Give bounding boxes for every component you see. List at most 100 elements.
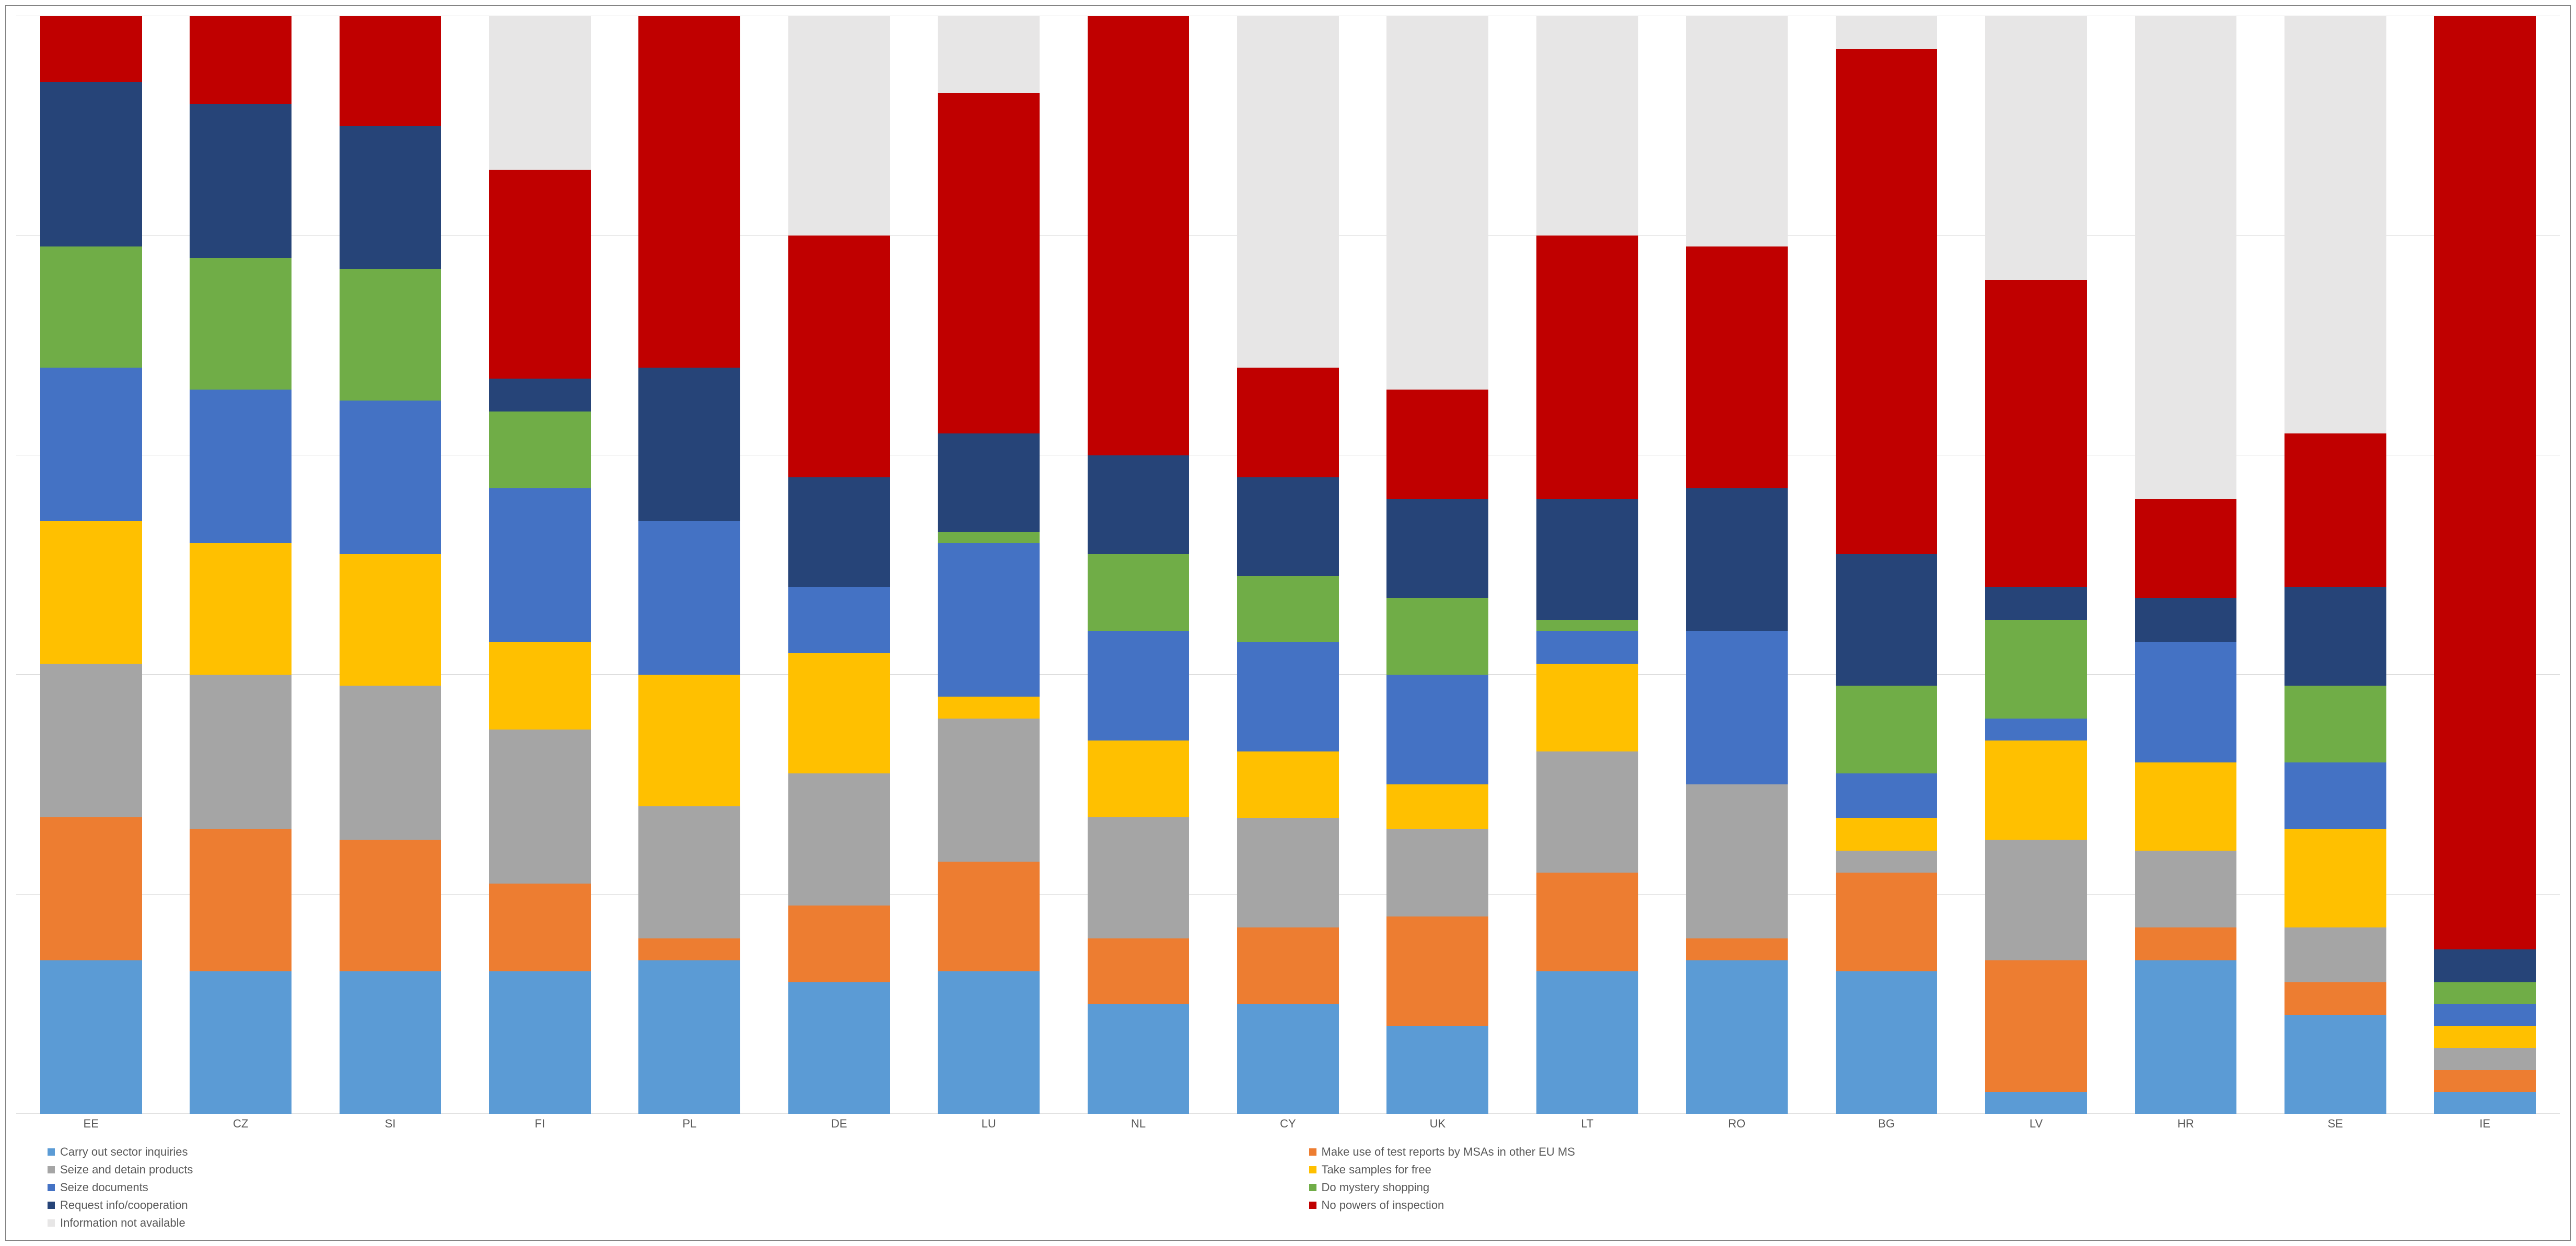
legend-swatch [48,1219,55,1227]
segment-request_info [1686,488,1788,631]
segment-mystery [1237,576,1339,642]
segment-take_samples [1536,664,1638,751]
segment-mystery [938,532,1040,543]
legend-label: Seize and detain products [60,1163,193,1177]
x-label: BG [1812,1117,1961,1131]
x-label: PL [615,1117,764,1131]
segment-seize_detain [1536,751,1638,872]
segment-take_samples [1985,740,2087,839]
x-label: IE [2410,1117,2560,1131]
segment-make_use [40,817,142,960]
segment-mystery [1386,598,1488,675]
legend-item-make_use: Make use of test reports by MSAs in othe… [1309,1145,2539,1159]
segment-mystery [40,246,142,367]
segment-make_use [1536,873,1638,971]
legend-label: Information not available [60,1216,185,1230]
legend-label: No powers of inspection [1322,1198,1444,1212]
bar-NL [1088,16,1190,1114]
x-label: CZ [166,1117,315,1131]
segment-seize_detain [788,773,890,905]
segment-carry_out [938,971,1040,1114]
segment-take_samples [638,675,740,806]
x-label: LV [1961,1117,2111,1131]
bar-BG [1836,16,1938,1114]
segment-seize_docs [2434,1004,2536,1026]
bar-slot [166,16,315,1114]
segment-info_na [1686,16,1788,246]
segment-make_use [340,840,441,971]
legend-swatch [48,1166,55,1173]
segment-mystery [2284,686,2386,762]
x-label: DE [764,1117,914,1131]
segment-info_na [1237,16,1339,368]
legend-label: Carry out sector inquiries [60,1145,188,1159]
legend-swatch [1309,1184,1316,1191]
segment-seize_docs [489,488,591,642]
segment-seize_docs [788,587,890,653]
x-label: NL [1064,1117,1213,1131]
segment-make_use [1686,938,1788,960]
segment-request_info [788,477,890,587]
bar-CY [1237,16,1339,1114]
segment-seize_detain [638,806,740,938]
legend-item-no_powers: No powers of inspection [1309,1198,2539,1212]
segment-mystery [340,269,441,401]
bar-slot [1961,16,2111,1114]
bar-DE [788,16,890,1114]
segment-seize_detain [938,719,1040,861]
segment-request_info [1836,554,1938,686]
segment-take_samples [1836,818,1938,851]
bar-slot [2410,16,2560,1114]
segment-seize_docs [340,401,441,554]
segment-make_use [489,884,591,971]
bar-slot [1064,16,1213,1114]
segment-no_powers [40,16,142,82]
segment-seize_docs [40,368,142,521]
segment-carry_out [2135,960,2237,1114]
segment-carry_out [340,971,441,1114]
bar-slot [914,16,1063,1114]
segment-seize_docs [1536,631,1638,664]
bar-IE [2434,16,2536,1114]
segment-request_info [638,368,740,521]
legend-swatch [1309,1202,1316,1209]
segment-carry_out [1088,1004,1190,1114]
segment-carry_out [2434,1092,2536,1114]
segment-take_samples [2284,829,2386,927]
segment-mystery [190,258,292,390]
segment-request_info [1536,499,1638,620]
x-label: CY [1213,1117,1362,1131]
bar-LU [938,16,1040,1114]
segment-mystery [1836,686,1938,773]
legend-item-seize_docs: Seize documents [48,1181,1278,1194]
segment-info_na [2284,16,2386,433]
segment-carry_out [2284,1015,2386,1114]
bar-HR [2135,16,2237,1114]
bar-slot [316,16,465,1114]
segment-take_samples [1237,751,1339,817]
segment-no_powers [1536,236,1638,499]
legend-label: Request info/cooperation [60,1198,188,1212]
segment-seize_docs [638,521,740,675]
legend-label: Make use of test reports by MSAs in othe… [1322,1145,1575,1159]
segment-info_na [938,16,1040,93]
segment-carry_out [1386,1026,1488,1114]
segment-take_samples [788,653,890,773]
segment-carry_out [489,971,591,1114]
segment-request_info [40,82,142,246]
bar-slot [1812,16,1961,1114]
bar-RO [1686,16,1788,1114]
segment-make_use [2434,1070,2536,1092]
legend-swatch [48,1184,55,1191]
segment-mystery [489,412,591,488]
bar-EE [40,16,142,1114]
segment-info_na [1836,16,1938,49]
segment-carry_out [788,982,890,1114]
bar-UK [1386,16,1488,1114]
segment-seize_detain [2135,851,2237,927]
segment-make_use [638,938,740,960]
segment-seize_detain [1088,817,1190,938]
bar-slot [1363,16,1512,1114]
segment-seize_docs [1237,642,1339,751]
x-label: UK [1363,1117,1512,1131]
